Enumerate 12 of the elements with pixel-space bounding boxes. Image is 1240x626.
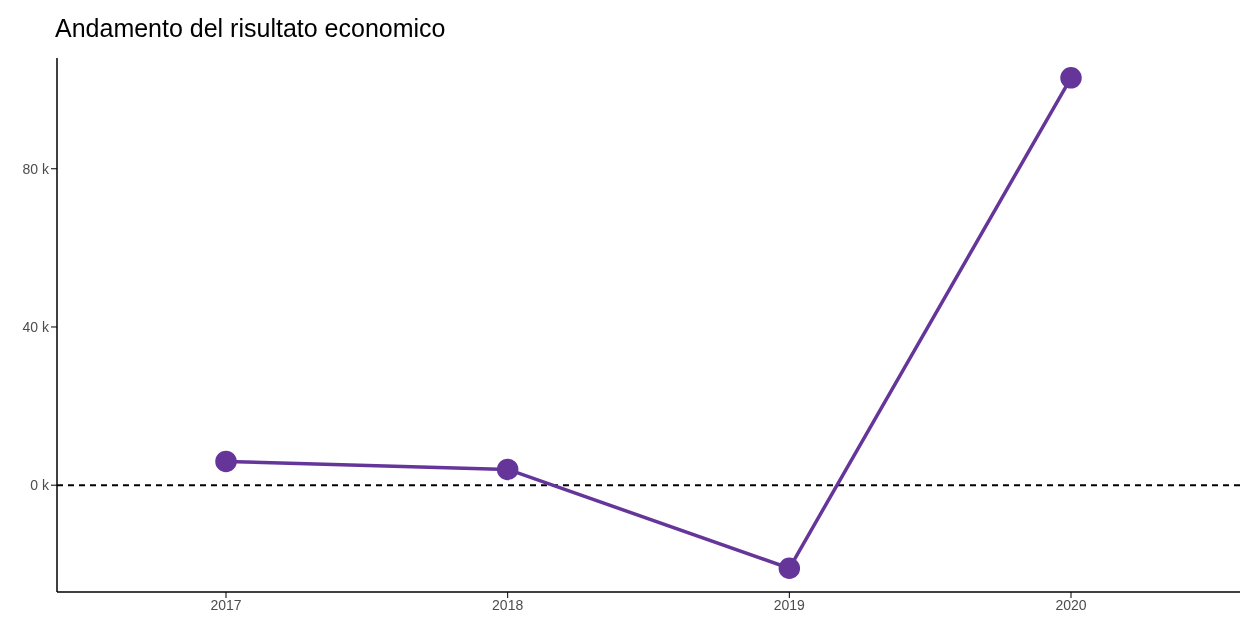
point [1060,67,1082,89]
point [496,458,519,481]
x-tick-label: 2019 [773,596,806,613]
y-tick-label: 80 k [22,160,50,177]
y-tick-label: 0 k [30,477,50,494]
x-tick-label: 2018 [492,596,524,613]
point [215,450,237,473]
x-tick-label: 2017 [210,596,242,613]
x-tick-label: 2020 [1055,596,1087,613]
y-tick-label: 40 k [22,318,50,335]
point [778,557,801,580]
chart-title: Andamento del risultato economico [55,14,446,43]
